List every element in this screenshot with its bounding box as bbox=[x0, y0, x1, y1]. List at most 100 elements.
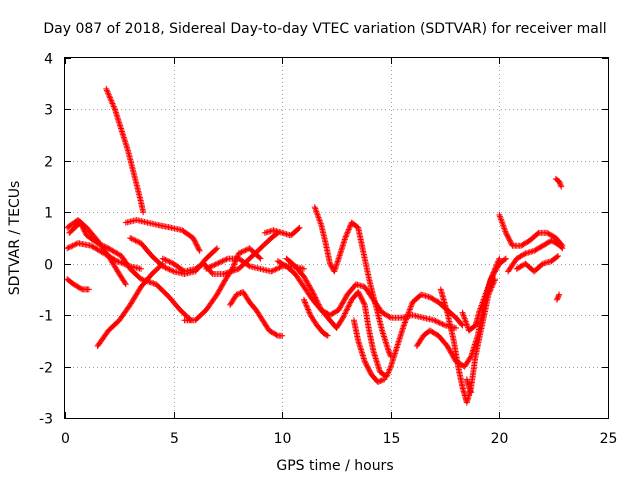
data-point bbox=[221, 278, 228, 285]
data-point bbox=[275, 265, 282, 272]
data-point bbox=[342, 233, 349, 240]
data-point bbox=[273, 265, 280, 272]
data-point bbox=[312, 295, 319, 302]
data-point bbox=[402, 318, 409, 325]
data-point bbox=[135, 238, 142, 245]
data-point bbox=[439, 321, 446, 328]
data-point bbox=[257, 255, 264, 262]
data-point bbox=[70, 242, 77, 249]
data-point bbox=[559, 245, 566, 252]
data-point bbox=[362, 359, 369, 366]
data-point bbox=[342, 295, 349, 302]
data-point bbox=[404, 312, 411, 319]
data-point bbox=[117, 259, 124, 266]
data-point bbox=[343, 232, 350, 239]
series-track-25 bbox=[513, 253, 562, 275]
data-point bbox=[445, 345, 452, 352]
data-point bbox=[358, 295, 365, 302]
data-point bbox=[220, 257, 227, 264]
data-point bbox=[308, 287, 315, 294]
data-point bbox=[303, 277, 310, 284]
data-point bbox=[337, 303, 344, 310]
data-point bbox=[366, 367, 373, 374]
data-point bbox=[167, 267, 174, 274]
data-point bbox=[306, 309, 313, 316]
data-point bbox=[359, 296, 366, 303]
data-point bbox=[492, 276, 499, 283]
data-point bbox=[553, 253, 560, 260]
data-point bbox=[449, 352, 456, 358]
data-point bbox=[312, 205, 319, 212]
data-point bbox=[447, 348, 454, 355]
data-point bbox=[408, 302, 415, 309]
series-track-12 bbox=[261, 224, 303, 239]
data-point bbox=[504, 233, 511, 240]
data-point bbox=[121, 261, 128, 267]
data-point bbox=[494, 261, 501, 268]
data-point bbox=[438, 320, 445, 327]
data-point bbox=[323, 332, 330, 339]
data-point bbox=[165, 258, 172, 265]
data-point bbox=[554, 295, 561, 302]
data-point bbox=[491, 266, 498, 273]
data-point bbox=[106, 93, 113, 100]
data-point bbox=[346, 302, 353, 309]
data-point bbox=[355, 289, 362, 295]
data-point bbox=[193, 241, 200, 248]
data-point bbox=[344, 305, 351, 312]
data-point bbox=[346, 225, 353, 232]
data-point bbox=[165, 265, 172, 272]
data-point bbox=[190, 236, 197, 243]
data-point bbox=[495, 258, 502, 265]
data-point bbox=[272, 266, 279, 273]
data-point bbox=[305, 307, 312, 314]
data-point bbox=[64, 245, 71, 252]
data-point bbox=[381, 376, 388, 383]
data-point bbox=[405, 309, 412, 316]
data-point bbox=[314, 211, 321, 218]
data-point bbox=[138, 265, 145, 272]
data-point bbox=[506, 236, 513, 243]
data-point bbox=[459, 322, 466, 329]
data-point bbox=[345, 303, 352, 310]
data-point bbox=[340, 299, 347, 306]
data-point bbox=[502, 229, 509, 236]
data-point bbox=[357, 294, 364, 301]
data-point bbox=[406, 306, 413, 313]
data-point bbox=[192, 238, 199, 245]
data-point bbox=[219, 258, 226, 265]
data-point bbox=[376, 378, 383, 385]
data-point bbox=[363, 362, 370, 369]
data-point bbox=[491, 277, 498, 284]
data-point bbox=[379, 376, 386, 383]
data-point bbox=[314, 298, 321, 305]
data-point bbox=[159, 255, 166, 262]
chart-title: Day 087 of 2018, Sidereal Day-to-day VTE… bbox=[43, 21, 606, 37]
data-point bbox=[276, 264, 283, 271]
data-point bbox=[306, 283, 313, 290]
data-point bbox=[377, 377, 384, 384]
data-point bbox=[109, 100, 116, 107]
data-point bbox=[313, 297, 320, 304]
data-point bbox=[492, 263, 499, 270]
data-point bbox=[68, 243, 75, 250]
data-point bbox=[125, 262, 132, 269]
data-point bbox=[119, 260, 126, 267]
data-point bbox=[216, 287, 223, 294]
data-point bbox=[496, 255, 503, 262]
data-point bbox=[300, 265, 307, 272]
data-point bbox=[401, 319, 408, 326]
data-point bbox=[347, 299, 354, 306]
data-point bbox=[555, 294, 562, 301]
data-point bbox=[407, 303, 414, 310]
data-point bbox=[268, 268, 275, 275]
data-point bbox=[309, 289, 316, 295]
y-tick-label: 0 bbox=[44, 258, 53, 274]
data-point bbox=[355, 290, 362, 297]
data-point bbox=[384, 372, 391, 379]
data-point bbox=[118, 259, 125, 266]
data-point bbox=[241, 247, 248, 254]
data-point bbox=[344, 306, 351, 313]
data-point bbox=[556, 178, 563, 185]
data-point bbox=[555, 292, 562, 299]
